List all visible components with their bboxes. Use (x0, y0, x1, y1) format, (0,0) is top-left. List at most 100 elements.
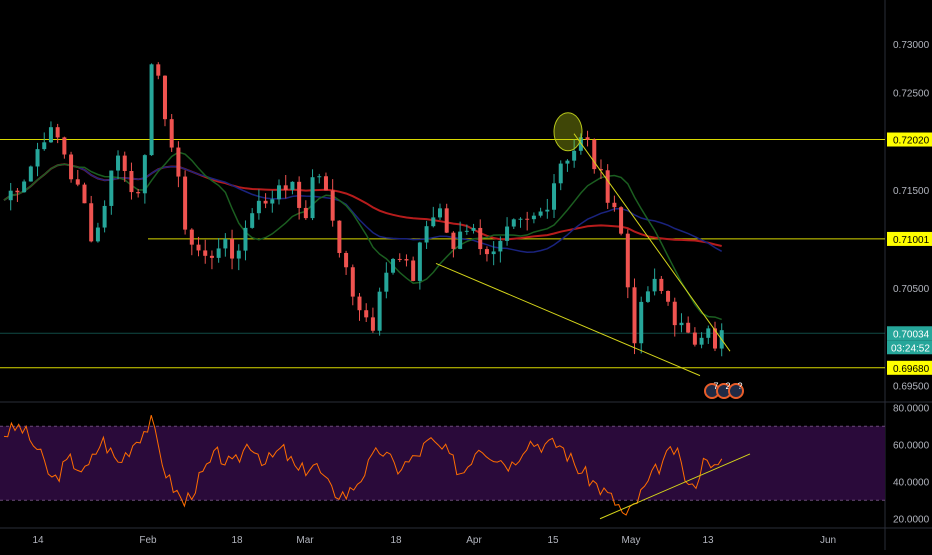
price-tick-label: 0.72020 (893, 136, 930, 147)
time-tick-label: 18 (231, 535, 243, 546)
candle-body (15, 190, 20, 193)
candle-body (531, 215, 536, 220)
candle-body (223, 238, 228, 249)
candle-body (484, 249, 489, 255)
candle-body (89, 203, 94, 242)
candle-body (189, 229, 194, 245)
candle-body (444, 208, 449, 233)
candle-body (404, 259, 409, 261)
candle-body (290, 181, 295, 190)
candle-body (263, 200, 268, 204)
candle-body (35, 149, 40, 167)
candle-body (344, 252, 349, 268)
candle-body (169, 119, 174, 148)
countdown-label: 03:24:52 (891, 343, 930, 354)
price-tick-label: 0.70034 (893, 329, 930, 340)
candle-body (337, 220, 342, 253)
event-badge-icon[interactable] (728, 383, 744, 399)
candle-body (69, 154, 74, 180)
candle-body (377, 291, 382, 331)
candle-body (518, 218, 523, 220)
indicator-band (0, 426, 885, 501)
time-tick-label: Apr (466, 535, 482, 546)
candle-body (149, 64, 154, 156)
event-badge-label: 7 (713, 381, 718, 391)
candle-body (310, 177, 315, 219)
candle-body (323, 176, 328, 191)
candle-body (391, 258, 396, 273)
candle-body (230, 238, 235, 259)
candle-body (652, 278, 657, 292)
candle-body (639, 301, 644, 344)
candle-body (55, 127, 60, 138)
candle-body (552, 183, 557, 210)
candle-body (75, 179, 80, 185)
candle-body (411, 260, 416, 281)
candle-body (350, 267, 355, 297)
price-label-tag (887, 132, 932, 147)
candle-body (598, 169, 603, 171)
candle-body (62, 137, 67, 155)
candle-body (686, 322, 691, 333)
candle-body (102, 205, 107, 228)
price-tick-label: 0.69680 (893, 364, 930, 375)
price-tick-label: 0.71001 (893, 235, 930, 246)
candle-body (538, 211, 543, 216)
time-tick-label: Feb (139, 535, 157, 546)
indicator-trendline (599, 453, 751, 520)
candle-body (176, 147, 181, 177)
candle-body (196, 244, 201, 251)
candle-body (243, 227, 248, 251)
candle-body (558, 163, 563, 184)
highlight-ellipse (553, 112, 583, 152)
candle-body (250, 213, 255, 228)
candle-body (464, 230, 469, 232)
price-tick-label: 0.69500 (893, 381, 930, 392)
candle-body (203, 250, 208, 256)
candle-body (283, 185, 288, 190)
candle-body (42, 142, 47, 150)
candle-body (511, 219, 516, 227)
candle-body (525, 218, 530, 220)
candle-body (458, 231, 463, 249)
indicator-tick-label: 20.0000 (893, 515, 930, 526)
candle-body (256, 200, 261, 214)
candle-body (592, 139, 597, 170)
candle-body (632, 287, 637, 344)
candle-body (431, 217, 436, 227)
candle-body (384, 272, 389, 292)
candle-body (95, 227, 100, 242)
candle-body (498, 240, 503, 252)
moving-average-line (3, 151, 722, 321)
candle-body (672, 301, 677, 326)
candle-body (565, 160, 570, 164)
candle-body (303, 207, 308, 219)
candle-body (545, 209, 550, 212)
countdown-tag (887, 340, 932, 355)
candle-body (122, 155, 127, 171)
candle-body (370, 317, 375, 331)
candle-body (28, 166, 33, 182)
candle-body (317, 176, 322, 178)
candle-body (713, 328, 718, 349)
event-badges[interactable]: 7 2? (704, 381, 744, 399)
event-badge-label: ? (737, 381, 742, 391)
event-badge-label: 2 (725, 381, 730, 391)
time-tick-label: 18 (390, 535, 402, 546)
candle-body (22, 181, 27, 193)
candle-body (270, 199, 275, 204)
candle-body (478, 227, 483, 250)
candle-body (162, 75, 167, 120)
candle-body (364, 310, 369, 318)
candle-body (397, 258, 402, 260)
time-axis: 14 Feb 18 Mar 18 Apr 15 May 13 Jun (32, 535, 836, 546)
candle-body (619, 207, 624, 234)
price-tick-label: 0.71500 (893, 186, 930, 197)
price-label-tag (887, 360, 932, 375)
price-label-tag (887, 231, 932, 246)
candle-body (659, 278, 664, 292)
candle-body (706, 328, 711, 338)
candle-body (109, 170, 114, 206)
